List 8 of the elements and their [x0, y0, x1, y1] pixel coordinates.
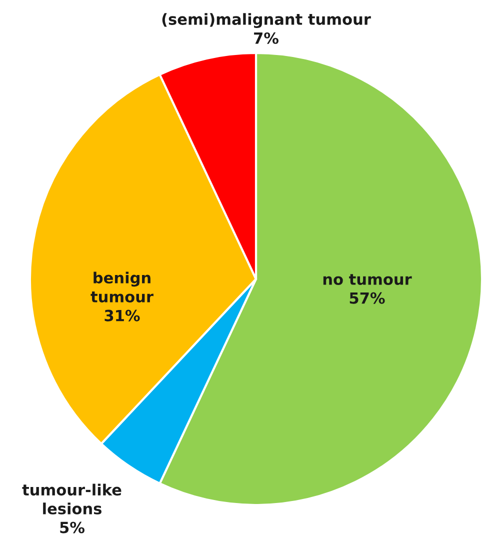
slice-label: tumour-like lesions: [22, 484, 122, 514]
data-label: 31%: [104, 310, 140, 322]
slice-label: benign tumour: [90, 272, 154, 302]
data-label: 7%: [254, 32, 278, 44]
data-label: 5%: [60, 522, 84, 534]
slice-label: no tumour: [323, 274, 412, 286]
slice-label: (semi)malignant tumour: [162, 13, 371, 28]
data-label: 57%: [350, 292, 385, 304]
